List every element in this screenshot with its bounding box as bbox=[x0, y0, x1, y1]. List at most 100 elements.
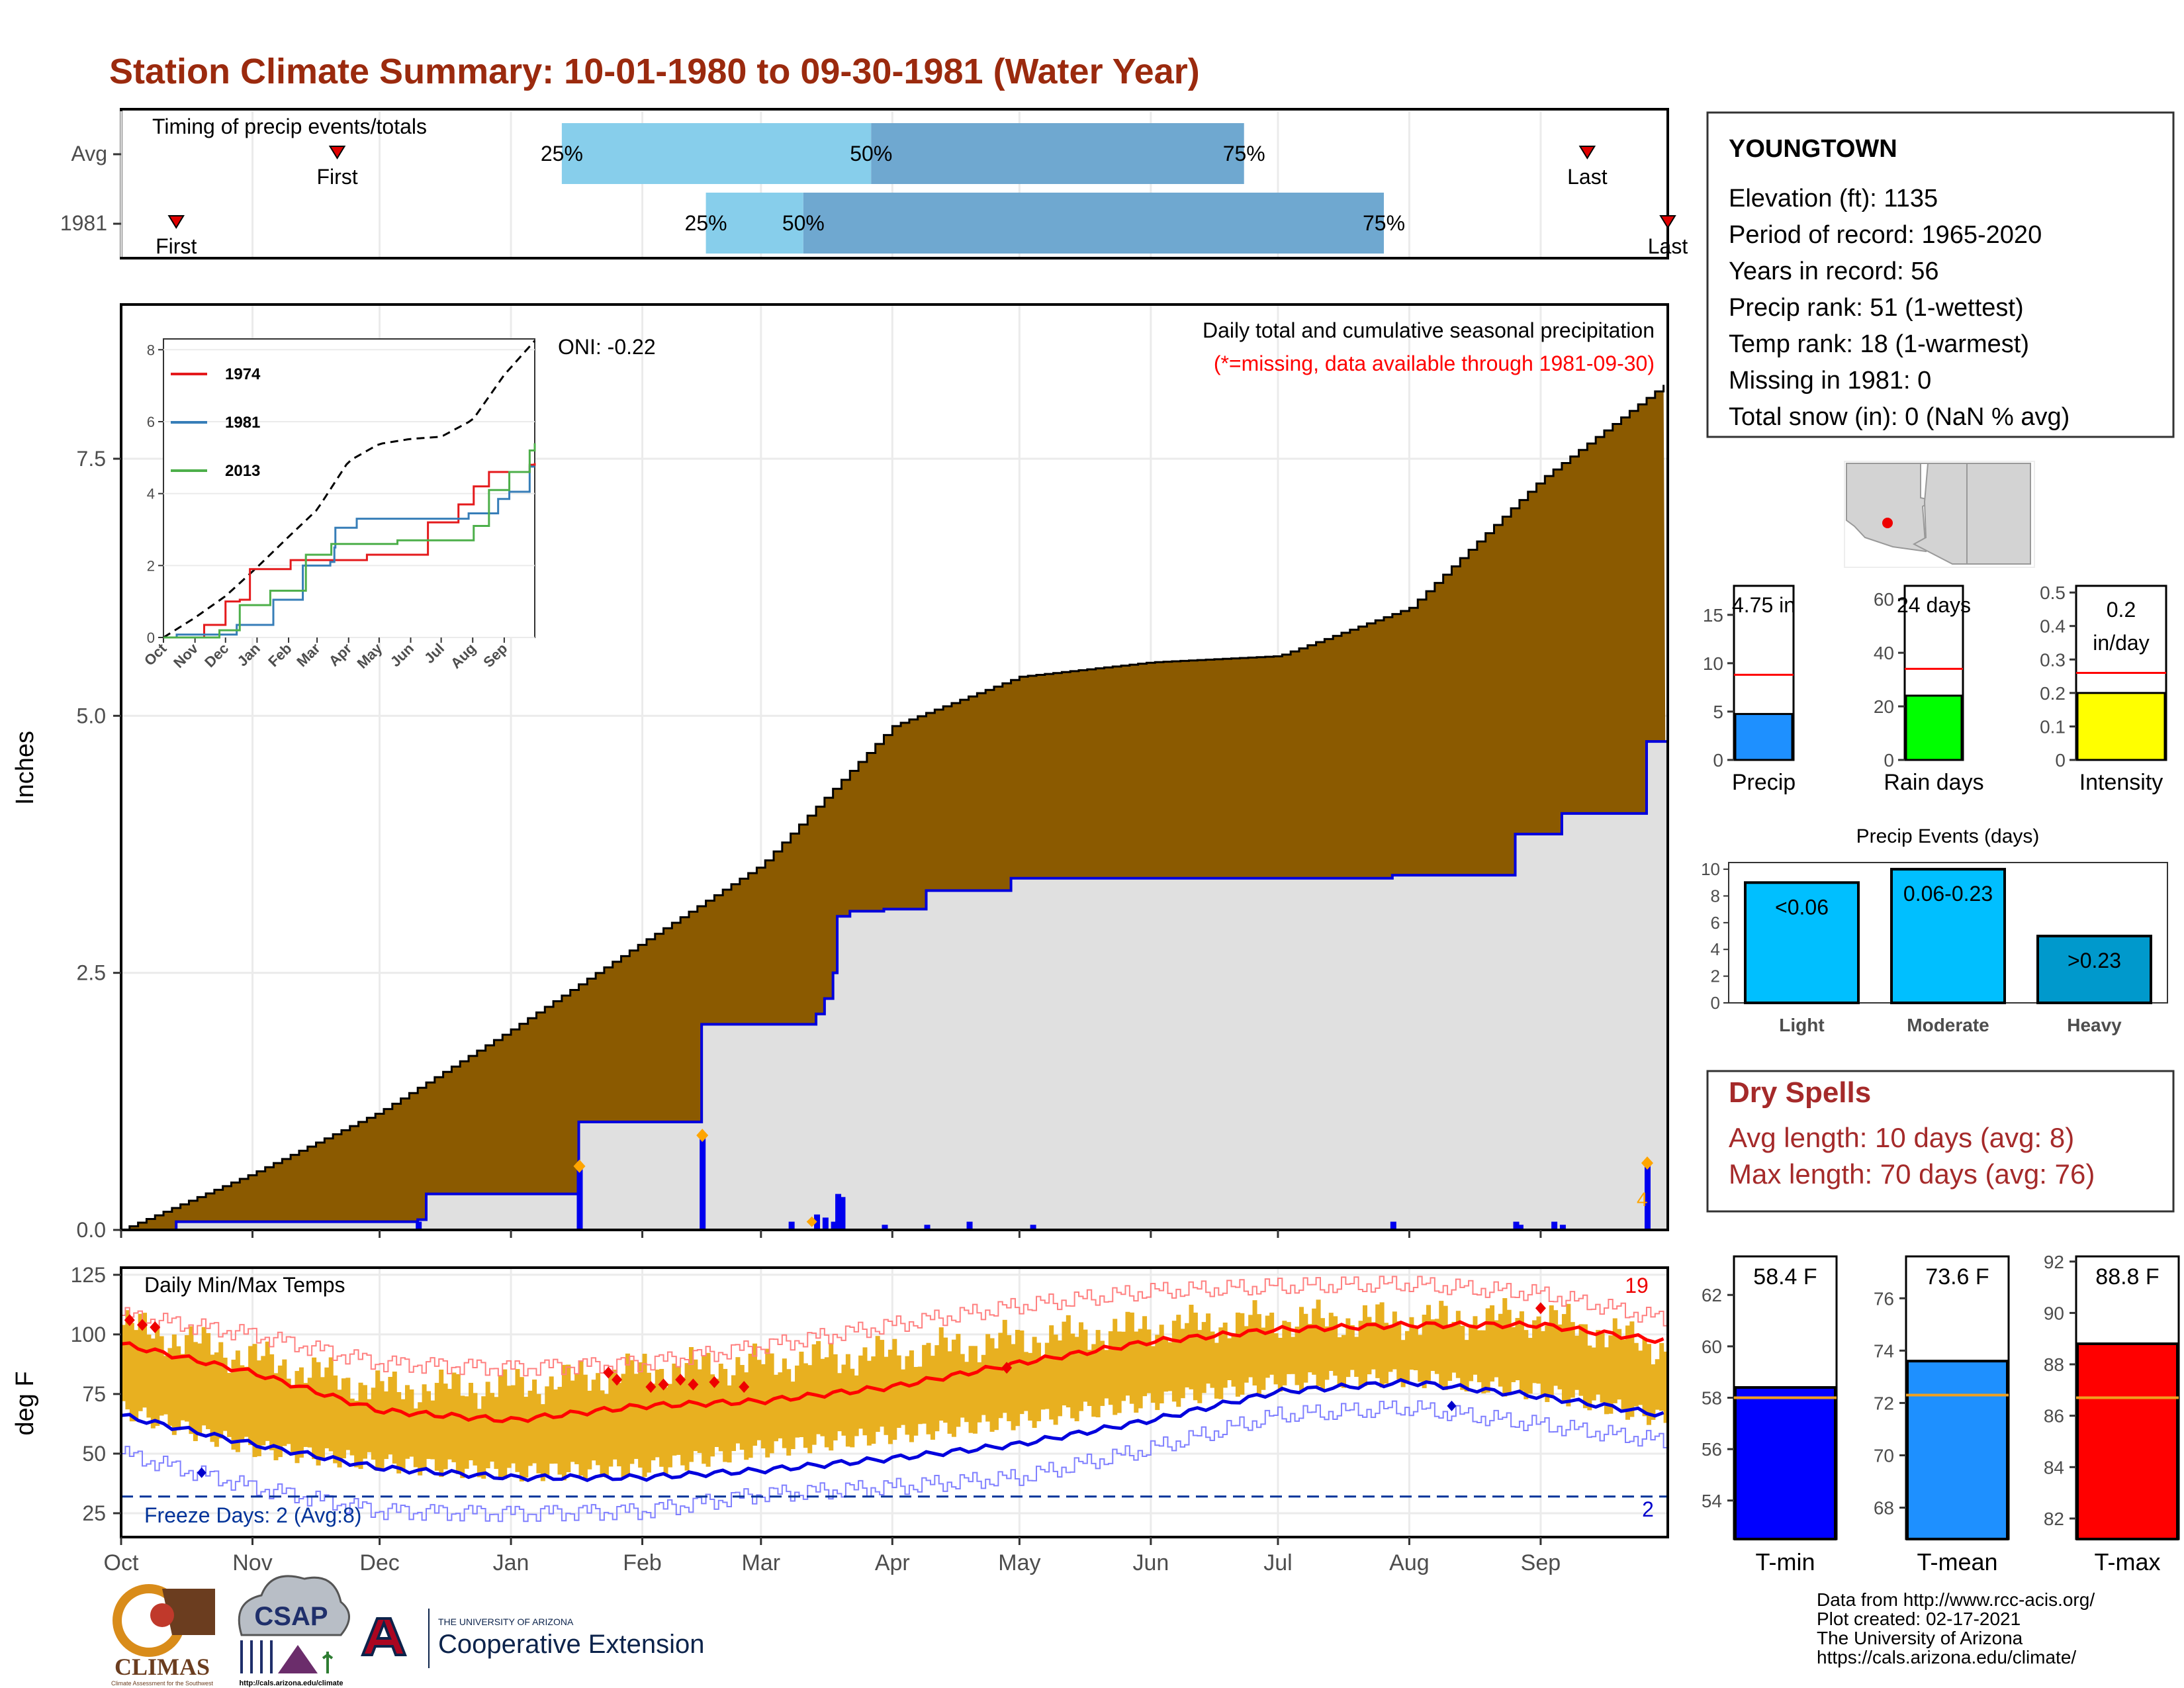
ua-logo-icon bbox=[361, 1617, 407, 1656]
csap-rain-icon bbox=[240, 1640, 273, 1673]
daily-temp-bar bbox=[1337, 1337, 1342, 1387]
station-detail-line: Period of record: 1965-2020 bbox=[1729, 221, 2042, 249]
first-event-label: First bbox=[156, 234, 197, 258]
events-bar-heavy bbox=[2036, 935, 2152, 1004]
daily-temp-bar bbox=[617, 1383, 622, 1467]
temp-summary-ytick-label: 60 bbox=[1702, 1336, 1722, 1357]
daily-temp-bar bbox=[1481, 1330, 1486, 1393]
precip-events-panel: Precip Events (days) 0 2 4 6 8 10 <0.06 Light 0.0… bbox=[1701, 825, 2168, 1035]
daily-temp-bar bbox=[799, 1351, 804, 1438]
daily-temp-bar bbox=[307, 1378, 312, 1448]
daily-temp-bar bbox=[1545, 1325, 1550, 1403]
credit-line: Data from http://www.rcc-acis.org/ bbox=[1817, 1589, 2095, 1610]
daily-temp-bar bbox=[930, 1356, 935, 1440]
events-bar-value: <0.06 bbox=[1775, 895, 1829, 919]
month-tick-label: Mar bbox=[742, 1550, 781, 1575]
temp-summary-ytick-label: 58 bbox=[1702, 1388, 1722, 1409]
daily-temp-bar bbox=[1612, 1318, 1617, 1403]
daily-temp-bar bbox=[1295, 1327, 1300, 1385]
summary-bar-label: Rain days bbox=[1884, 770, 1983, 795]
events-ytick-label: 10 bbox=[1701, 859, 1720, 879]
timing-pct-label: 50% bbox=[782, 211, 825, 235]
daily-temp-bar bbox=[676, 1366, 681, 1455]
daily-temp-bar bbox=[977, 1362, 982, 1423]
daily-temp-bar bbox=[1460, 1325, 1465, 1390]
daily-temp-bar bbox=[1511, 1327, 1516, 1382]
summary-ytick-label: 0 bbox=[2055, 750, 2066, 771]
temp-summary-ytick-label: 90 bbox=[2044, 1303, 2064, 1323]
daily-temp-bar bbox=[1405, 1331, 1410, 1382]
daily-temp-bar bbox=[252, 1344, 257, 1458]
summary-ytick-label: 0.3 bbox=[2040, 649, 2066, 670]
daily-temp-bar bbox=[1400, 1340, 1406, 1387]
station-detail-line: Temp rank: 18 (1-warmest) bbox=[1729, 330, 2029, 358]
avg-cumulative-outline bbox=[121, 385, 1665, 1231]
climas-logo-shape bbox=[162, 1589, 215, 1635]
daily-temp-bar bbox=[286, 1378, 291, 1444]
daily-temp-bar bbox=[540, 1404, 545, 1481]
daily-temp-bar bbox=[1561, 1314, 1567, 1402]
daily-temp-bar bbox=[1171, 1321, 1177, 1402]
heavy-day-marker bbox=[1641, 1156, 1653, 1170]
daily-temp-bar bbox=[404, 1385, 410, 1459]
temp-summary-ytick-label: 62 bbox=[1702, 1285, 1722, 1305]
daily-temp-bar bbox=[727, 1385, 732, 1463]
daily-temp-bar bbox=[282, 1359, 287, 1446]
daily-temp-bar bbox=[926, 1342, 931, 1434]
daily-temp-bar bbox=[1320, 1318, 1325, 1390]
daily-temp-bar bbox=[735, 1357, 741, 1444]
events-title: Precip Events (days) bbox=[1856, 825, 2040, 847]
daily-temp-bar bbox=[295, 1371, 300, 1464]
daily-temp-bar bbox=[1227, 1338, 1232, 1381]
daily-temp-bar bbox=[1536, 1316, 1541, 1384]
daily-temp-bar bbox=[473, 1393, 478, 1466]
station-name: YOUNGTOWN bbox=[1729, 135, 1897, 163]
daily-temp-bar bbox=[947, 1351, 952, 1434]
daily-temp-bar bbox=[790, 1382, 796, 1450]
summary-ytick-label: 20 bbox=[1874, 696, 1894, 717]
daily-temp-bar bbox=[1032, 1336, 1037, 1429]
precip-ytick-label: 5.0 bbox=[77, 704, 106, 727]
daily-temp-bar bbox=[1553, 1310, 1559, 1386]
daily-temp-bar bbox=[1524, 1330, 1529, 1399]
temp-summary-ytick-label: 72 bbox=[1874, 1393, 1894, 1413]
timing-row-label: Avg bbox=[71, 142, 107, 165]
daily-temp-bar bbox=[362, 1385, 367, 1459]
daily-temp-bar bbox=[400, 1399, 406, 1470]
daily-temp-bar bbox=[1248, 1315, 1253, 1378]
daily-temp-bar bbox=[1108, 1331, 1113, 1405]
daily-temp-bar bbox=[769, 1353, 774, 1454]
daily-temp-bar bbox=[1079, 1322, 1084, 1411]
daily-temp-bar bbox=[956, 1334, 961, 1427]
daily-temp-bar bbox=[1252, 1300, 1257, 1385]
month-tick-label: Nov bbox=[232, 1550, 272, 1575]
inset-ytick-label: 6 bbox=[147, 414, 155, 430]
daily-temp-bar bbox=[455, 1374, 461, 1474]
daily-temp-bar bbox=[591, 1380, 596, 1461]
daily-temp-bar bbox=[985, 1334, 991, 1422]
summary-ytick-label: 0.5 bbox=[2040, 583, 2066, 603]
daily-temp-bar bbox=[1418, 1335, 1423, 1382]
temp-summary-ytick-label: 84 bbox=[2044, 1457, 2064, 1477]
inset-legend-label: 1981 bbox=[225, 414, 260, 432]
daily-temp-bar bbox=[498, 1376, 503, 1480]
daily-temp-bar bbox=[1642, 1337, 1647, 1417]
station-location-marker bbox=[1882, 518, 1893, 528]
daily-temp-bar bbox=[968, 1346, 974, 1433]
daily-temp-bar bbox=[1261, 1327, 1266, 1390]
station-detail-line: Missing in 1981: 0 bbox=[1729, 367, 1931, 395]
daily-temp-bar bbox=[880, 1340, 885, 1427]
daily-temp-bar bbox=[227, 1373, 232, 1437]
daily-temp-bar bbox=[1341, 1335, 1346, 1388]
daily-temp-bar bbox=[1307, 1323, 1312, 1373]
temp-summary-label: T-mean bbox=[1917, 1548, 1997, 1575]
month-tick-label: Feb bbox=[623, 1550, 662, 1575]
daily-temp-bar bbox=[1150, 1346, 1156, 1403]
daily-temp-bar bbox=[1469, 1325, 1474, 1382]
daily-precip-bar bbox=[831, 1221, 837, 1230]
daily-temp-bar bbox=[604, 1393, 609, 1477]
daily-temp-bar bbox=[1189, 1305, 1194, 1389]
daily-temp-bar bbox=[273, 1373, 279, 1460]
daily-temp-bar bbox=[1316, 1299, 1321, 1386]
record-low-marker bbox=[197, 1467, 206, 1478]
